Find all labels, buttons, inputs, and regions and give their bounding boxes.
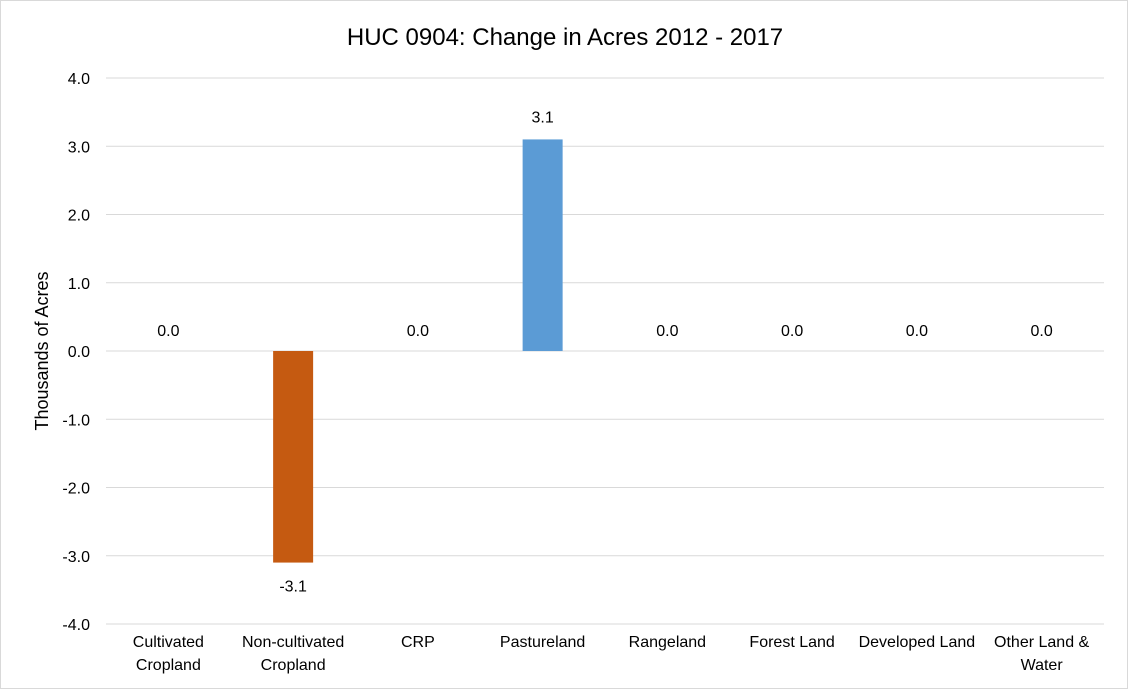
data-label: -3.1 <box>279 579 307 596</box>
y-tick-label: -1.0 <box>62 412 90 429</box>
bar <box>522 139 563 351</box>
x-tick-label: CRP <box>401 634 435 651</box>
gridlines <box>106 77 1104 625</box>
chart-title: HUC 0904: Change in Acres 2012 - 2017 <box>347 24 783 51</box>
data-labels: 0.0 -3.1 0.0 3.1 0.0 0.0 0.0 0.0 <box>157 109 1053 595</box>
data-label: 3.1 <box>532 109 554 126</box>
data-label: 0.0 <box>906 323 928 340</box>
x-tick-label: Forest Land <box>749 634 834 651</box>
x-tick-label: Cropland <box>261 657 326 674</box>
x-tick-label: Non-cultivated <box>242 634 344 651</box>
x-axis-ticks: Cultivated Cropland Non-cultivated Cropland… <box>133 634 1090 674</box>
x-tick-label: Pastureland <box>500 634 585 651</box>
data-label: 0.0 <box>1031 323 1053 340</box>
data-label: 0.0 <box>781 323 803 340</box>
y-tick-label: 0.0 <box>68 344 90 361</box>
x-tick-label: Developed Land <box>859 634 976 651</box>
bars <box>273 139 563 563</box>
y-axis-ticks: 4.0 3.0 2.0 1.0 0.0 -1.0 -2.0 -3.0 -4.0 <box>62 71 90 634</box>
data-label: 0.0 <box>656 323 678 340</box>
data-label: 0.0 <box>407 323 429 340</box>
x-tick-label: Water <box>1021 657 1064 674</box>
x-tick-label: Cultivated <box>133 634 204 651</box>
y-tick-label: 4.0 <box>68 71 90 88</box>
y-tick-label: 1.0 <box>68 276 90 293</box>
y-tick-label: 3.0 <box>68 139 90 156</box>
y-axis-label: Thousands of Acres <box>32 271 52 430</box>
y-tick-label: -4.0 <box>62 617 90 634</box>
data-label: 0.0 <box>157 323 179 340</box>
y-tick-label: -2.0 <box>62 481 90 498</box>
x-tick-label: Other Land & <box>994 634 1090 651</box>
x-tick-label: Cropland <box>136 657 201 674</box>
x-tick-label: Rangeland <box>629 634 706 651</box>
y-tick-label: 2.0 <box>68 208 90 225</box>
y-tick-label: -3.0 <box>62 549 90 566</box>
bar <box>273 351 314 563</box>
